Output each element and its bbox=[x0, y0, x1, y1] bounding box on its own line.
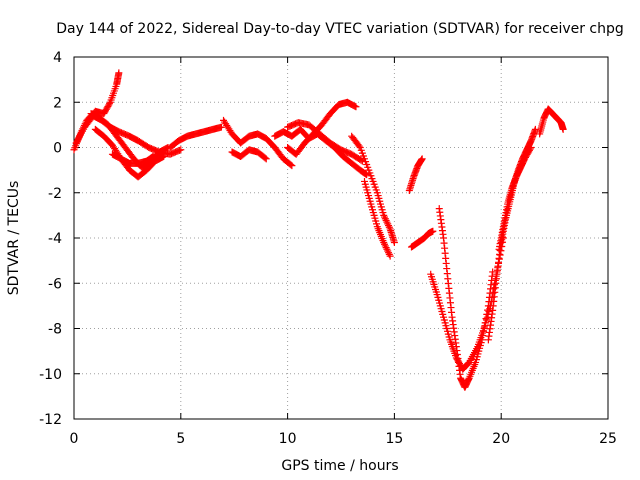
plot-frame bbox=[73, 56, 609, 420]
data-point bbox=[288, 162, 296, 170]
x-tick-label: 5 bbox=[176, 431, 185, 447]
data-point bbox=[559, 125, 567, 133]
data-point bbox=[384, 220, 392, 228]
data-points bbox=[70, 69, 567, 391]
y-axis-label: SDTVAR / TECUs bbox=[6, 181, 22, 296]
data-point bbox=[106, 100, 114, 108]
data-point bbox=[381, 242, 389, 250]
data-point bbox=[385, 223, 393, 231]
data-point bbox=[115, 69, 123, 77]
data-point bbox=[382, 244, 390, 252]
data-point bbox=[262, 155, 270, 163]
data-point bbox=[381, 213, 389, 221]
data-point bbox=[383, 218, 391, 226]
data-point bbox=[380, 239, 388, 247]
data-point bbox=[287, 161, 295, 169]
grid-lines bbox=[74, 57, 608, 419]
y-tick-label: -2 bbox=[48, 186, 62, 202]
data-point bbox=[464, 360, 472, 368]
data-point bbox=[160, 153, 168, 161]
chart-title: Day 144 of 2022, Sidereal Day-to-day VTE… bbox=[56, 21, 624, 37]
data-point bbox=[177, 146, 185, 154]
data-point bbox=[352, 103, 360, 111]
y-tick-label: -10 bbox=[39, 367, 62, 383]
data-point bbox=[384, 247, 392, 255]
data-point bbox=[382, 216, 390, 224]
x-tick-labels: 0 5 10 15 20 25 bbox=[70, 431, 617, 447]
y-tick-label: -8 bbox=[48, 322, 62, 338]
data-point bbox=[385, 222, 393, 230]
data-point bbox=[383, 245, 391, 253]
x-tick-label: 10 bbox=[279, 431, 297, 447]
y-tick-labels: -12 -10 -8 -6 -4 -2 0 2 4 bbox=[39, 50, 62, 428]
data-point bbox=[149, 153, 157, 161]
y-tick-label: -12 bbox=[39, 412, 62, 428]
data-point bbox=[390, 239, 398, 247]
data-point bbox=[527, 144, 535, 151]
data-point bbox=[217, 123, 225, 131]
x-axis-label: GPS time / hours bbox=[281, 458, 398, 474]
y-tick-label: -6 bbox=[48, 276, 62, 292]
data-point bbox=[385, 250, 393, 258]
data-point bbox=[380, 211, 388, 219]
y-tick-label: 4 bbox=[53, 50, 62, 66]
data-point bbox=[363, 171, 371, 179]
data-point bbox=[490, 285, 498, 293]
data-point bbox=[386, 252, 394, 260]
y-tick-label: -4 bbox=[48, 231, 62, 247]
data-point bbox=[381, 215, 389, 223]
data-point bbox=[355, 142, 363, 150]
data-point bbox=[429, 227, 437, 235]
data-point bbox=[385, 249, 393, 257]
data-point bbox=[381, 240, 389, 248]
x-tick-label: 25 bbox=[599, 431, 617, 447]
data-point bbox=[357, 156, 365, 164]
x-tick-label: 15 bbox=[385, 431, 403, 447]
x-tick-label: 0 bbox=[70, 431, 79, 447]
y-tick-label: 0 bbox=[53, 141, 62, 157]
x-tick-label: 20 bbox=[492, 431, 510, 447]
y-tick-label: 2 bbox=[53, 95, 62, 111]
data-point bbox=[526, 145, 534, 153]
data-point bbox=[418, 155, 426, 163]
data-point bbox=[491, 281, 499, 289]
data-point bbox=[261, 154, 269, 162]
